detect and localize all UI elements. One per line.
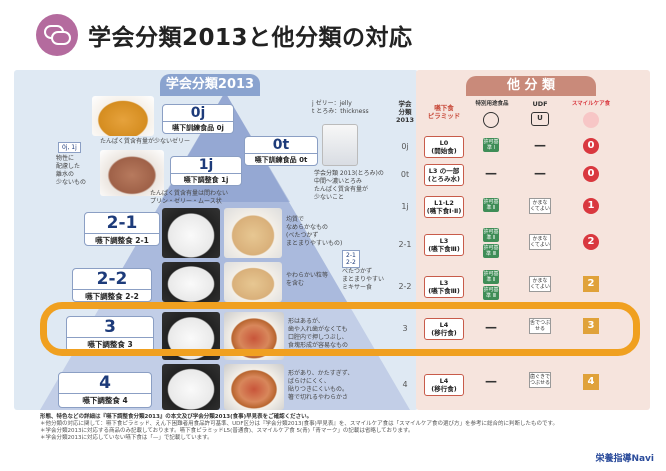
smile-2-2: 2 — [583, 276, 599, 292]
smile-care-icon — [583, 112, 599, 128]
smile-2-1: 2 — [583, 234, 599, 250]
special-3: — — [485, 320, 497, 334]
highlight-level-3 — [40, 302, 640, 356]
level-code: 3 — [104, 317, 116, 337]
footer-line-2: ＊他分類の対応に関して：嚥下食ピラミッド、えん下困難者用食品許可基準、UDF区分… — [40, 421, 558, 427]
special-2-2-b: 許可基準 Ⅲ — [483, 286, 499, 300]
pyramid-0j: L0 (開始食) — [424, 136, 464, 158]
special-4: — — [485, 374, 497, 388]
row-num-1j: 1j — [401, 202, 409, 211]
note-1j: たんぱく質含有量は問わない プリン・ゼリー・ムース状 — [150, 190, 229, 205]
smile-0t: 0 — [583, 166, 599, 182]
note-3: 形はあるが、 歯や入れ歯がなくても 口腔内で押しつぶし、 食塊形成が容易なもの — [288, 318, 349, 349]
footer-line-4: ＊学会分類2013に対応していない嚥下食は「—」で記載しています。 — [40, 435, 213, 441]
row-num-4: 4 — [402, 380, 408, 389]
level-box-2-2: 2-2 嚥下調整食 2-2 — [72, 268, 152, 302]
pyramid-3: L4 (移行食) — [424, 318, 464, 340]
photo-rice-4 — [162, 364, 220, 410]
udf-0t: — — [534, 166, 546, 180]
level-box-0t: 0t 嚥下訓練食品 0t — [244, 136, 318, 166]
level-name: 嚥下調整食 2-1 — [85, 233, 159, 246]
special-0j: 許可基準 Ⅰ — [483, 138, 499, 152]
udf-4: 歯ぐきでつぶせる — [529, 372, 551, 388]
header-udf: UDF — [532, 100, 548, 108]
pyramid-4: L4 (移行食) — [424, 374, 464, 396]
level-name: 嚥下調整食 4 — [59, 393, 151, 406]
udf-2-2: かまなくてよい — [529, 276, 551, 292]
smile-4: 4 — [583, 374, 599, 390]
brand-logo: 栄養指導Navi — [595, 454, 654, 464]
level-box-4: 4 嚥下調整食 4 — [58, 372, 152, 408]
special-2-1-a: 許可基準 Ⅱ — [483, 228, 499, 242]
smile-3: 3 — [583, 318, 599, 334]
special-2-2-a: 許可基準 Ⅱ — [483, 270, 499, 284]
header-pyramid: 嚥下食 ピラミッド — [427, 104, 461, 120]
photo-paste-2-1 — [224, 208, 282, 258]
header-smile: スマイルケア食 — [571, 101, 611, 107]
note-2-1: 均質で なめらかなもの (べたつかず まとまりやすいもの) — [286, 216, 343, 247]
header-gakkai: 学会 分類 2013 — [395, 100, 415, 124]
smile-0j: 0 — [583, 138, 599, 154]
smile-1j: 1 — [583, 198, 599, 214]
photo-stew-4 — [224, 364, 284, 410]
person-icon — [483, 112, 499, 128]
level-name: 嚥下訓練食品 0t — [245, 153, 317, 165]
footer-line-1: 形態、特色などの詳細は『嚥下調整食分類2013』の本文及び学会分類2013(食事… — [40, 414, 313, 420]
tag-0j1j: 0j, 1j — [58, 142, 81, 153]
row-num-2-2: 2-2 — [398, 282, 412, 291]
footer-notes: 形態、特色などの詳細は『嚥下調整食分類2013』の本文及び学会分類2013(食事… — [40, 414, 558, 442]
photo-paste-2-2 — [224, 262, 282, 302]
level-box-2-1: 2-1 嚥下調整食 2-1 — [84, 212, 160, 246]
photo-pudding-1j — [100, 150, 164, 196]
header-tokubetsu: 特別用途食品 — [475, 101, 509, 107]
note-0t: 学会分類 2013(とろみ)の 中間〜濃いとろみ たんぱく質含有量が 少ないこと — [314, 170, 384, 201]
pyramid-2-1: L3 (嚥下食Ⅲ) — [424, 234, 464, 256]
level-box-0j: 0j 嚥下訓練食品 0j — [162, 104, 234, 134]
pyramid-0t: L3 の一部 (とろみ水) — [424, 164, 464, 186]
note-2: べたつかず まとまりやすい ミキサー食 — [342, 268, 385, 291]
chat-bubbles-icon — [36, 14, 78, 56]
photo-thickened-water — [322, 124, 358, 166]
udf-0j: — — [534, 138, 546, 152]
level-code: 0t — [272, 137, 290, 153]
level-name: 嚥下調整食 3 — [67, 337, 153, 350]
note-0j: たんぱく質含有量が少ないゼリー — [100, 138, 191, 145]
udf-2-1: かまなくてよい — [529, 234, 551, 250]
pyramid-2-2: L3 (嚥下食Ⅲ) — [424, 276, 464, 298]
level-code: 2-2 — [96, 269, 128, 289]
photo-rice-porridge-2-1 — [162, 208, 220, 258]
row-num-3: 3 — [402, 324, 408, 333]
udf-logo-icon: U — [531, 112, 549, 126]
special-0t: — — [485, 166, 497, 180]
note-0j1j: 物性に 配慮した 離水の 少ないもの — [56, 155, 87, 186]
note-2-2: やわらかい粒等 を含む — [286, 272, 329, 287]
note-0t-legend: j ゼリー：jelly t とろみ：thickness — [312, 100, 369, 115]
footer-line-3: ＊学会分類2013に対応する商品のみ記載しております。嚥下食ピラミッドL5(普通… — [40, 428, 414, 434]
row-num-0t: 0t — [400, 170, 410, 179]
level-name: 嚥下調整食 2-2 — [73, 289, 151, 302]
row-num-2-1: 2-1 — [398, 240, 412, 249]
level-name: 嚥下訓練食品 0j — [163, 121, 233, 133]
level-code: 1j — [198, 157, 214, 173]
udf-1j: かまなくてよい — [529, 198, 551, 214]
level-box-3: 3 嚥下調整食 3 — [66, 316, 154, 352]
pyramid-1j: L1·L2 (嚥下食Ⅰ·Ⅱ) — [424, 196, 464, 218]
level-code: 2-1 — [106, 213, 138, 233]
other-classification-banner: 他 分 類 — [466, 76, 596, 96]
tag-2: 2-1 2-2 — [342, 250, 360, 268]
level-code: 0j — [190, 105, 206, 121]
photo-jelly-0j — [92, 96, 154, 136]
header: 学会分類2013と他分類の対応 — [0, 0, 666, 64]
page-title: 学会分類2013と他分類の対応 — [88, 25, 413, 51]
level-code: 4 — [99, 373, 111, 393]
photo-rice-porridge-2-2 — [162, 262, 220, 302]
level-box-1j: 1j 嚥下調整食 1j — [170, 156, 242, 186]
row-num-0j: 0j — [401, 142, 409, 151]
note-4: 形があり、かたすぎず、 ばらけにくく、 貼りつきにくいもの。 箸で切れるやわらか… — [288, 370, 354, 401]
udf-3: 舌でつぶせる — [529, 318, 551, 334]
special-1j: 許可基準 Ⅱ — [483, 198, 499, 212]
gakkai-banner: 学会分類2013 — [160, 74, 260, 96]
special-2-1-b: 許可基準 Ⅲ — [483, 244, 499, 258]
level-name: 嚥下調整食 1j — [171, 173, 241, 185]
